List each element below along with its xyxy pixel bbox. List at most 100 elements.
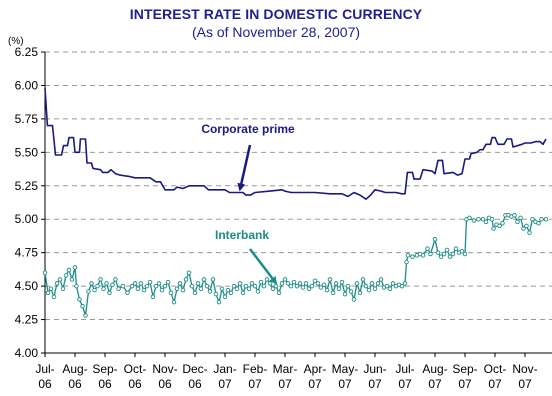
data-point <box>467 215 472 221</box>
data-point <box>125 290 130 296</box>
data-point <box>92 287 97 293</box>
data-point <box>240 290 246 296</box>
data-point <box>387 286 393 292</box>
data-point <box>441 251 447 257</box>
data-point <box>107 290 112 296</box>
x-tick-label-year: 07 <box>248 377 262 391</box>
y-tick-label: 4.50 <box>15 279 39 293</box>
data-point <box>180 287 186 293</box>
annotation-arrow <box>249 248 278 285</box>
data-point <box>51 294 57 300</box>
data-point <box>207 289 213 294</box>
x-tick-label-year: 07 <box>458 377 472 391</box>
data-point <box>165 279 171 285</box>
data-point <box>204 283 210 289</box>
data-point <box>543 216 549 222</box>
data-point <box>162 283 168 289</box>
data-point <box>297 281 303 286</box>
x-tick-label-month: Jan- <box>213 362 236 376</box>
x-tick-label-month: Jul- <box>395 362 414 376</box>
series-line-corporate-prime <box>44 88 547 200</box>
data-point <box>336 286 342 292</box>
x-tick-label-year: 06 <box>68 377 82 391</box>
data-point <box>309 283 315 289</box>
data-point <box>264 277 270 282</box>
data-point <box>303 281 309 286</box>
data-point <box>294 283 300 289</box>
axes: 4.00 4.25 4.50 4.75 5.00 5.25 5.50 5.75 6.00 6.25… <box>15 45 552 391</box>
series <box>42 88 549 318</box>
data-point <box>171 299 177 305</box>
data-point <box>132 281 138 286</box>
x-tick-label-month: May- <box>332 362 359 376</box>
data-point <box>101 286 106 292</box>
data-point <box>447 254 453 259</box>
data-point <box>222 294 228 300</box>
data-point <box>276 290 282 296</box>
data-point <box>261 283 267 289</box>
data-point <box>435 250 441 255</box>
x-tick-label-month: Dec- <box>182 362 207 376</box>
data-point <box>354 281 360 286</box>
data-point <box>404 259 409 265</box>
data-point <box>159 287 165 293</box>
x-tick-label-year: 06 <box>188 377 202 391</box>
x-tick-label-year: 07 <box>368 377 382 391</box>
data-point <box>476 216 481 222</box>
data-point <box>138 281 144 286</box>
data-point <box>95 283 100 289</box>
data-point <box>348 289 354 294</box>
data-point <box>312 278 318 284</box>
data-point <box>243 283 249 289</box>
data-point <box>104 281 109 286</box>
data-point <box>321 282 327 288</box>
data-point <box>216 299 222 305</box>
data-point <box>60 286 66 292</box>
data-point <box>98 277 103 282</box>
y-tick-label: 5.75 <box>15 112 39 126</box>
data-point <box>315 281 321 286</box>
x-tick-label-year: 07 <box>278 377 292 391</box>
data-point <box>497 223 502 229</box>
data-point <box>342 291 348 297</box>
data-point <box>150 294 156 300</box>
data-point <box>351 297 357 302</box>
data-point <box>177 281 183 286</box>
data-point <box>428 251 433 257</box>
data-point <box>210 277 216 282</box>
data-point <box>384 283 390 289</box>
data-point <box>228 290 234 296</box>
x-tick-label-month: Feb- <box>243 362 268 376</box>
data-point <box>116 286 121 292</box>
x-tick-label-month: Aug- <box>62 362 87 376</box>
x-tick-label-year: 07 <box>398 377 412 391</box>
data-point <box>405 253 411 258</box>
y-tick-label: 5.25 <box>15 179 39 193</box>
x-tick-label-year: 07 <box>488 377 502 391</box>
data-point <box>375 281 381 286</box>
data-point <box>195 281 201 286</box>
data-point <box>231 283 237 289</box>
annotation-label: Interbank <box>215 228 269 242</box>
data-point <box>252 283 258 289</box>
data-point <box>518 215 523 221</box>
data-point <box>318 285 324 290</box>
x-tick-label-month: Mar- <box>273 362 298 376</box>
chart-title: INTEREST RATE IN DOMESTIC CURRENCY <box>129 6 423 22</box>
data-point <box>174 286 180 292</box>
data-point <box>225 287 231 293</box>
data-point <box>450 251 456 257</box>
data-point <box>54 281 60 286</box>
data-point <box>462 251 468 257</box>
x-tick-label-month: Oct- <box>124 362 147 376</box>
data-point <box>483 219 489 225</box>
data-point <box>273 283 279 289</box>
data-point <box>156 281 162 286</box>
data-point <box>267 281 273 286</box>
y-tick-label: 6.25 <box>15 45 39 59</box>
data-point <box>432 237 438 242</box>
y-tick-label: 5.50 <box>15 145 39 159</box>
y-axis-unit: (%) <box>8 36 24 47</box>
y-tick-label: 4.00 <box>15 346 39 360</box>
